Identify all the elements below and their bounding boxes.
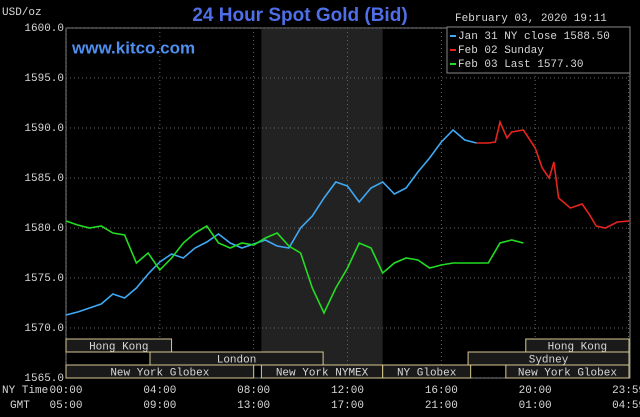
- x2-tick-label: 04:59: [612, 400, 640, 412]
- shaded-session: [261, 29, 383, 378]
- y-tick-label: 1580.0: [24, 223, 64, 235]
- session-bar: [505, 364, 630, 379]
- y-tick-label: 1590.0: [24, 123, 64, 135]
- session-label: New York Globex: [110, 367, 209, 379]
- y-tick-label: 1600.0: [24, 23, 64, 35]
- unit-label: USD/oz: [2, 7, 42, 19]
- x2-axis-label: GMT: [10, 400, 30, 412]
- x-tick-label: 04:00: [143, 385, 176, 397]
- legend-box: [446, 26, 631, 74]
- series-line: [476, 119, 630, 229]
- legend-label: Feb 03 Last 1577.30: [458, 59, 583, 71]
- chart-title: 24 Hour Spot Gold (Bid): [192, 5, 407, 26]
- session-bar: [382, 364, 472, 379]
- legend-label: Feb 02 Sunday: [458, 45, 544, 57]
- x2-tick-label: 05:00: [49, 400, 82, 412]
- y-tick-label: 1585.0: [24, 173, 64, 185]
- session-label: Hong Kong: [548, 341, 607, 353]
- x2-tick-label: 09:00: [143, 400, 176, 412]
- session-label: New York NYMEX: [276, 367, 369, 379]
- x-tick-label: 08:00: [237, 385, 270, 397]
- x-tick-label: 16:00: [425, 385, 458, 397]
- x2-tick-label: 13:00: [237, 400, 270, 412]
- x-tick-label: 20:00: [519, 385, 552, 397]
- x-tick-label: 00:00: [49, 385, 82, 397]
- x2-tick-label: 17:00: [331, 400, 364, 412]
- session-bar: [65, 364, 255, 379]
- x-tick-label: 12:00: [331, 385, 364, 397]
- session-label: London: [217, 354, 257, 366]
- timestamp: February 03, 2020 19:11: [455, 13, 607, 25]
- y-tick-label: 1595.0: [24, 73, 64, 85]
- series-line: [65, 220, 524, 315]
- session-label: NY Globex: [397, 367, 457, 379]
- session-label: New York Globex: [518, 367, 617, 379]
- y-tick-label: 1575.0: [24, 273, 64, 285]
- session-label: Sydney: [529, 354, 569, 366]
- series-line: [65, 128, 477, 316]
- website: www.kitco.com: [71, 38, 195, 57]
- x-axis-label: NY Time: [2, 385, 48, 397]
- y-tick-label: 1570.0: [24, 323, 64, 335]
- session-bar: [65, 338, 173, 353]
- x-tick-label: 23:59: [612, 385, 640, 397]
- x2-tick-label: 21:00: [425, 400, 458, 412]
- x2-tick-label: 01:00: [519, 400, 552, 412]
- y-tick-label: 1565.0: [24, 373, 64, 385]
- session-label: Hong Kong: [89, 341, 148, 353]
- legend-label: Jan 31 NY close 1588.50: [458, 31, 610, 43]
